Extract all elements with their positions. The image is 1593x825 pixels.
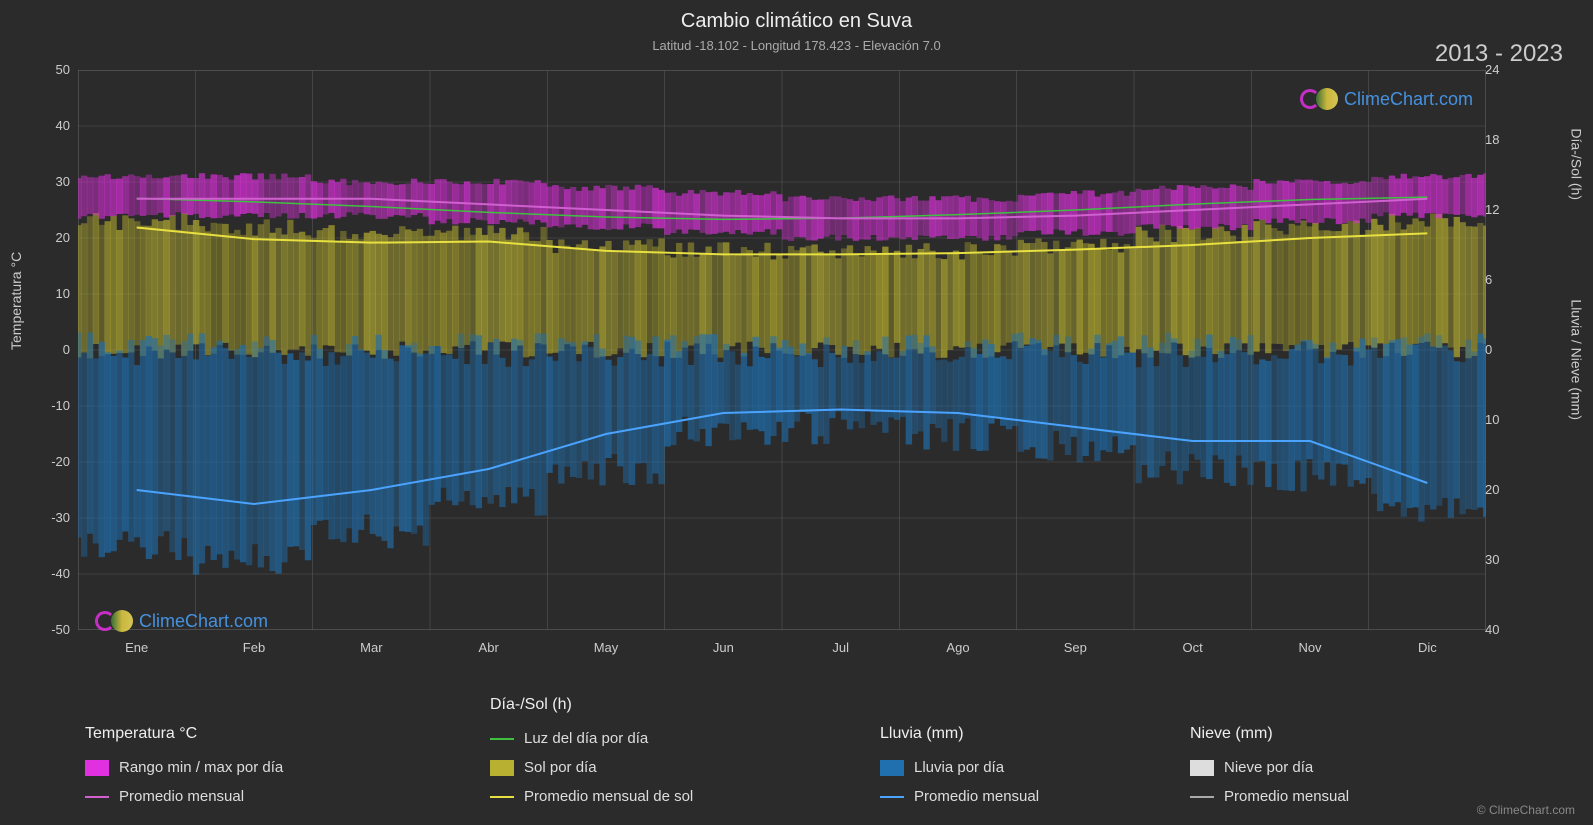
y-tick-left: -30: [40, 510, 70, 525]
y-tick-right: 0: [1485, 342, 1515, 357]
y-tick-right: 18: [1485, 132, 1515, 147]
legend-label: Nieve por día: [1224, 759, 1313, 776]
y-tick-left: 50: [40, 62, 70, 77]
plot-area: [78, 70, 1486, 630]
y-axis-right-top-label: Día-/Sol (h): [1569, 128, 1585, 200]
legend-title: Día-/Sol (h): [490, 696, 693, 714]
legend-swatch: [880, 760, 904, 776]
legend-swatch: [1190, 796, 1214, 798]
legend-item: Promedio mensual: [85, 788, 283, 805]
y-tick-left: 10: [40, 286, 70, 301]
legend-label: Promedio mensual de sol: [524, 788, 693, 805]
legend-label: Lluvia por día: [914, 759, 1004, 776]
logo-sun-icon: [1316, 88, 1338, 110]
legend-swatch: [85, 760, 109, 776]
y-tick-left: 40: [40, 118, 70, 133]
legend-title: Lluvia (mm): [880, 725, 1039, 743]
y-tick-left: 20: [40, 230, 70, 245]
x-tick-month: Jul: [832, 640, 849, 655]
y-tick-right: 6: [1485, 272, 1515, 287]
legend-title: Temperatura °C: [85, 725, 283, 743]
x-tick-month: Mar: [360, 640, 382, 655]
legend-item: Promedio mensual: [880, 788, 1039, 805]
watermark-logo: ClimeChart.com: [1300, 88, 1473, 110]
x-tick-month: Sep: [1064, 640, 1087, 655]
y-tick-right: 30: [1485, 552, 1515, 567]
chart-title: Cambio climático en Suva: [681, 10, 912, 33]
x-tick-month: Ene: [125, 640, 148, 655]
legend-label: Luz del día por día: [524, 730, 648, 747]
legend-swatch: [490, 796, 514, 798]
legend-item: Nieve por día: [1190, 759, 1349, 776]
y-tick-right: 24: [1485, 62, 1515, 77]
x-tick-month: May: [594, 640, 619, 655]
legend-item: Lluvia por día: [880, 759, 1039, 776]
legend-item: Promedio mensual de sol: [490, 788, 693, 805]
watermark-logo: ClimeChart.com: [95, 610, 268, 632]
legend-label: Promedio mensual: [1224, 788, 1349, 805]
chart-subtitle: Latitud -18.102 - Longitud 178.423 - Ele…: [652, 38, 940, 53]
legend-item: Luz del día por día: [490, 730, 693, 747]
climate-chart: Cambio climático en Suva Latitud -18.102…: [0, 0, 1593, 825]
y-tick-right: 10: [1485, 412, 1515, 427]
y-tick-left: -10: [40, 398, 70, 413]
legend-item: Promedio mensual: [1190, 788, 1349, 805]
y-tick-left: -40: [40, 566, 70, 581]
legend-rain: Lluvia (mm) Lluvia por día Promedio mensu…: [880, 725, 1039, 805]
y-axis-right-bottom-label: Lluvia / Nieve (mm): [1569, 299, 1585, 420]
legend-label: Sol por día: [524, 759, 597, 776]
y-tick-right: 20: [1485, 482, 1515, 497]
legend-title: Nieve (mm): [1190, 725, 1349, 743]
x-tick-month: Jun: [713, 640, 734, 655]
y-tick-left: 0: [40, 342, 70, 357]
x-tick-month: Oct: [1183, 640, 1203, 655]
legend-swatch: [880, 796, 904, 798]
legend-item: Rango min / max por día: [85, 759, 283, 776]
watermark-text: ClimeChart.com: [1344, 89, 1473, 110]
watermark-text: ClimeChart.com: [139, 611, 268, 632]
x-tick-month: Nov: [1298, 640, 1321, 655]
legend-swatch: [490, 738, 514, 740]
legend-swatch: [1190, 760, 1214, 776]
legend-snow: Nieve (mm) Nieve por día Promedio mensual: [1190, 725, 1349, 805]
legend-label: Rango min / max por día: [119, 759, 283, 776]
legend-daysun: Día-/Sol (h) Luz del día por día Sol por …: [490, 696, 693, 805]
copyright: © ClimeChart.com: [1477, 803, 1575, 817]
y-tick-left: -20: [40, 454, 70, 469]
logo-sun-icon: [111, 610, 133, 632]
x-tick-month: Dic: [1418, 640, 1437, 655]
y-axis-left-label: Temperatura °C: [8, 252, 24, 350]
x-tick-month: Abr: [479, 640, 499, 655]
legend-swatch: [490, 760, 514, 776]
x-tick-month: Ago: [946, 640, 969, 655]
x-tick-month: Feb: [243, 640, 265, 655]
y-tick-right: 12: [1485, 202, 1515, 217]
y-tick-left: 30: [40, 174, 70, 189]
legend-swatch: [85, 796, 109, 798]
y-tick-left: -50: [40, 622, 70, 637]
legend-item: Sol por día: [490, 759, 693, 776]
y-tick-right: 40: [1485, 622, 1515, 637]
legend-label: Promedio mensual: [914, 788, 1039, 805]
legend-label: Promedio mensual: [119, 788, 244, 805]
legend-temperature: Temperatura °C Rango min / max por día Pr…: [85, 725, 283, 805]
